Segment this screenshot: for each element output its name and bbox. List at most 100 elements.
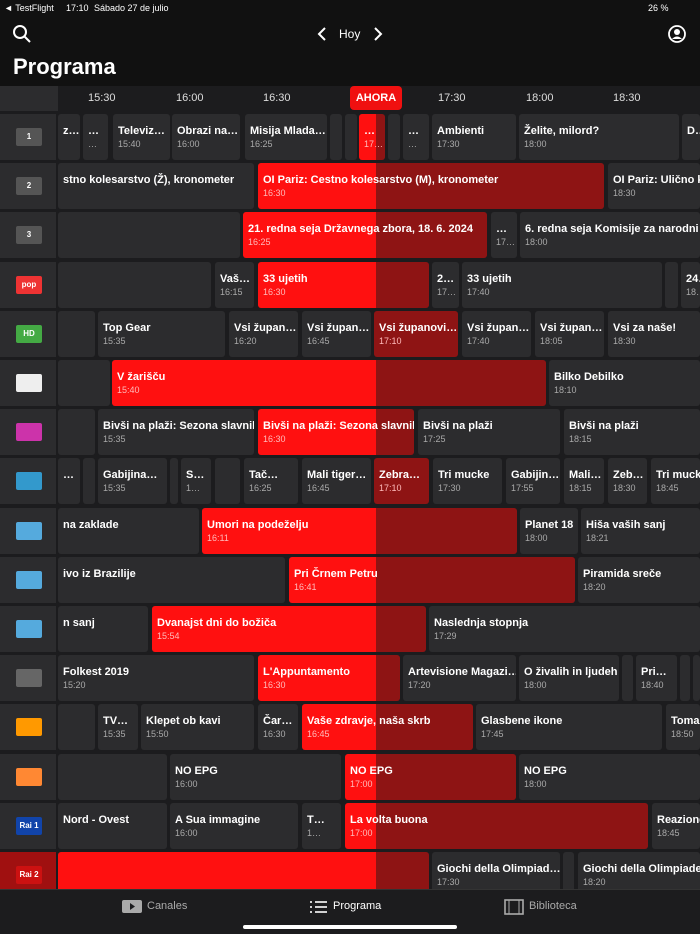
program-live[interactable]: Umori na podeželju 16:11 — [202, 508, 517, 554]
channel-cell[interactable]: 1 — [0, 114, 56, 160]
program[interactable]: Top Gear 15:35 — [98, 311, 225, 357]
program[interactable]: Planet 18 18:00 — [520, 508, 578, 554]
profile-icon[interactable] — [667, 24, 687, 44]
program[interactable] — [345, 114, 357, 160]
program[interactable]: z… — [58, 114, 80, 160]
channel-cell[interactable] — [0, 606, 56, 652]
program[interactable]: Tomaž 18:50 — [666, 704, 700, 750]
channel-cell[interactable] — [0, 409, 56, 455]
program[interactable]: Vsi župan… 17:40 — [462, 311, 531, 357]
program[interactable]: Glasbene ikone 17:45 — [476, 704, 662, 750]
channel-cell[interactable]: 3 — [0, 212, 56, 258]
program-live[interactable]: Dvanajst dni do božiča 15:54 — [152, 606, 426, 652]
program[interactable]: O živalih in ljudeh 18:00 — [519, 655, 619, 701]
program[interactable]: T… 1… — [302, 803, 341, 849]
program[interactable]: Vsi župan… 16:20 — [229, 311, 298, 357]
program[interactable]: OI Pariz: Ulično kolesarstvo 18:30 — [608, 163, 700, 209]
channel-cell[interactable] — [0, 458, 56, 504]
program-live[interactable]: Pri Črnem Petru 16:41 — [289, 557, 575, 603]
channel-cell[interactable]: HD — [0, 311, 56, 357]
program[interactable] — [693, 655, 700, 701]
channel-cell[interactable] — [0, 557, 56, 603]
tab-channels[interactable]: Canales — [147, 900, 188, 912]
program[interactable]: Vsi župan… 16:45 — [302, 311, 371, 357]
tab-library[interactable]: Biblioteca — [529, 900, 577, 912]
program-live[interactable]: Bivši na plaži: Sezona slavnih 16:30 — [258, 409, 414, 455]
program[interactable] — [665, 262, 678, 308]
program-live[interactable]: La volta buona 17:00 — [345, 803, 648, 849]
program-live[interactable]: 21. redna seja Državnega zbora, 18. 6. 2… — [243, 212, 487, 258]
program[interactable]: Artevisione Magazi… 17:20 — [403, 655, 516, 701]
program[interactable]: Bilko Debilko 18:10 — [549, 360, 700, 406]
program[interactable]: na zaklade — [58, 508, 199, 554]
program[interactable]: S… 1… — [181, 458, 211, 504]
prev-day[interactable] — [314, 26, 330, 42]
channel-cell[interactable] — [0, 360, 56, 406]
program[interactable]: Klepet ob kavi 15:50 — [141, 704, 254, 750]
program-live[interactable]: L'Appuntamento 16:30 — [258, 655, 400, 701]
program[interactable]: Bivši na plaži 17:25 — [418, 409, 560, 455]
program-live[interactable]: V žarišču 15:40 — [112, 360, 546, 406]
program[interactable] — [58, 262, 211, 308]
program[interactable]: Mali tiger… 16:45 — [302, 458, 371, 504]
program[interactable]: ivo iz Brazilije — [58, 557, 285, 603]
program[interactable] — [215, 458, 240, 504]
program[interactable] — [58, 704, 95, 750]
program[interactable]: Naslednja stopnja 17:29 — [429, 606, 700, 652]
program[interactable]: Gabijina… 15:35 — [98, 458, 167, 504]
program[interactable]: Hiša vaših sanj 18:21 — [581, 508, 700, 554]
program[interactable] — [170, 458, 178, 504]
program[interactable]: Želite, milord? 18:00 — [519, 114, 679, 160]
channel-cell[interactable] — [0, 754, 56, 800]
program[interactable]: Reazione 18:45 — [652, 803, 700, 849]
program[interactable]: Piramida sreče 18:20 — [578, 557, 700, 603]
program[interactable] — [58, 360, 110, 406]
search-icon[interactable] — [12, 24, 32, 44]
program[interactable]: NO EPG 16:00 — [170, 754, 341, 800]
program-live[interactable]: NO EPG 17:00 — [345, 754, 516, 800]
program[interactable]: Pri… 18:40 — [636, 655, 677, 701]
channel-cell[interactable]: 2 — [0, 163, 56, 209]
program[interactable]: Vsi župan… 18:05 — [535, 311, 604, 357]
program[interactable]: Vaš… 16:15 — [215, 262, 254, 308]
program[interactable] — [330, 114, 342, 160]
program[interactable]: Vsi za naše! 18:30 — [608, 311, 700, 357]
program[interactable] — [388, 114, 400, 160]
program[interactable] — [58, 212, 240, 258]
program[interactable]: Tri mucke 17:30 — [433, 458, 502, 504]
program-live[interactable]: Vsi županovi… 17:10 — [374, 311, 458, 357]
program[interactable]: 33 ujetih 17:40 — [462, 262, 662, 308]
program[interactable]: Bivši na plaži 18:15 — [564, 409, 700, 455]
program[interactable]: Tač… 16:25 — [244, 458, 298, 504]
program[interactable]: Zeb… 18:30 — [608, 458, 647, 504]
program[interactable] — [58, 409, 95, 455]
program[interactable]: A Sua immagine 16:00 — [170, 803, 298, 849]
program[interactable]: Mali… 18:15 — [564, 458, 604, 504]
program[interactable]: n sanj — [58, 606, 148, 652]
next-day[interactable] — [370, 26, 386, 42]
program-live[interactable]: Vaše zdravje, naša skrb 16:45 — [302, 704, 473, 750]
back-link[interactable]: ◄ TestFlight — [4, 3, 54, 13]
program[interactable]: …… — [83, 114, 108, 160]
program[interactable]: Čar… 16:30 — [258, 704, 298, 750]
program-live[interactable]: Zebra… 17:10 — [374, 458, 429, 504]
program[interactable] — [563, 852, 574, 898]
program-live[interactable]: OI Pariz: Cestno kolesarstvo (M), kronom… — [258, 163, 604, 209]
program[interactable] — [622, 655, 633, 701]
channel-cell[interactable]: pop — [0, 262, 56, 308]
program-live[interactable]: … 17… — [359, 114, 385, 160]
day-label[interactable]: Hoy — [339, 27, 361, 41]
program[interactable]: … 17… — [491, 212, 517, 258]
program[interactable]: Ambienti 17:30 — [432, 114, 516, 160]
program[interactable] — [58, 754, 167, 800]
tab-program[interactable]: Programa — [333, 900, 382, 912]
program[interactable]: Folkest 2019 15:20 — [58, 655, 254, 701]
program[interactable]: stno kolesarstvo (Ž), kronometer — [58, 163, 254, 209]
program[interactable]: D… — [682, 114, 700, 160]
program[interactable]: Nord - Ovest — [58, 803, 167, 849]
program[interactable]: Misija Mlada… 16:25 — [245, 114, 327, 160]
program[interactable]: … — [58, 458, 80, 504]
program[interactable]: Televiz… 15:40 — [113, 114, 170, 160]
program[interactable] — [58, 311, 95, 357]
program-live[interactable]: 33 ujetih 16:30 — [258, 262, 429, 308]
